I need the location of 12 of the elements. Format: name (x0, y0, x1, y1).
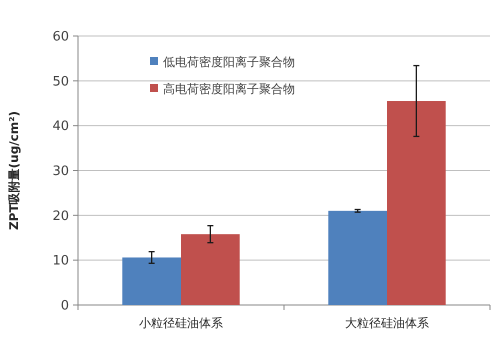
y-axis-title: ZPT吸附量(ug/cm²) (7, 110, 21, 230)
y-tick-label: 20 (52, 208, 69, 224)
y-tick-label: 30 (52, 164, 69, 179)
y-tick-label: 10 (52, 254, 69, 269)
y-tick-label: 0 (60, 298, 69, 314)
legend-label: 低电荷密度阳离子聚合物 (163, 55, 295, 69)
y-tick-label: 40 (52, 119, 69, 134)
x-tick-label: 大粒径硅油体系 (345, 316, 429, 330)
legend-label: 高电荷密度阳离子聚合物 (163, 82, 295, 96)
y-tick-label: 60 (52, 30, 69, 44)
y-tick-label: 50 (52, 74, 69, 90)
x-tick-label: 小粒径硅油体系 (139, 316, 223, 330)
